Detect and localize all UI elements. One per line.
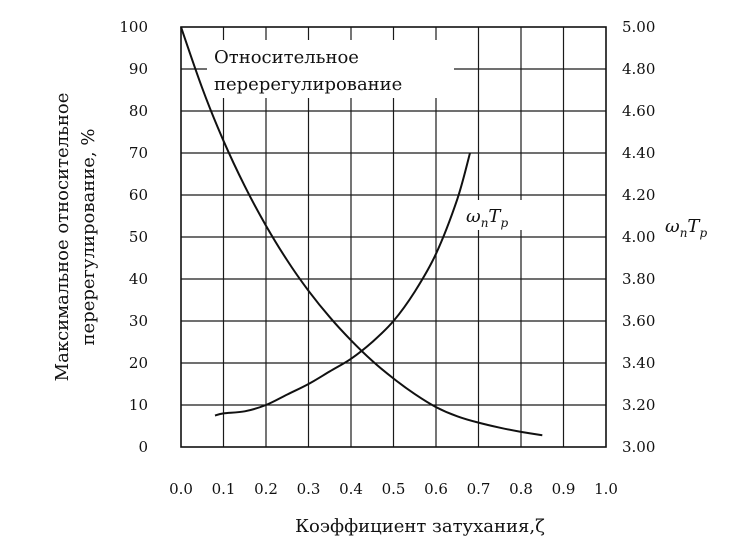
x-tick-label: 0.4	[339, 480, 363, 498]
plot-frame	[180, 26, 607, 448]
y-right-tick-label: 4.00	[622, 228, 655, 246]
series-label-omega-sub-n: n	[481, 216, 489, 230]
x-tick-label: 0.1	[212, 480, 236, 498]
x-tick-label: 0.3	[297, 480, 321, 498]
y-left-tick-label: 20	[129, 354, 148, 372]
y-right-tick-label: 5.00	[622, 18, 655, 36]
x-tick-label: 0.6	[424, 480, 448, 498]
y-left-tick-label: 50	[129, 228, 148, 246]
y-left-tick-label: 90	[129, 60, 148, 78]
y-right-tick-label: 3.40	[622, 354, 655, 372]
y-right-tick-label: 4.80	[622, 60, 655, 78]
y-left-tick-label: 10	[129, 396, 148, 414]
y-right-title-sub-n: n	[680, 226, 688, 240]
series-label-omega-background	[462, 200, 530, 230]
y-left-tick-label: 80	[129, 102, 148, 120]
overshoot-curve	[180, 26, 543, 437]
omega-tp-curve	[214, 152, 471, 417]
y-right-tick-label: 3.00	[622, 438, 655, 456]
x-tick-label: 0.8	[509, 480, 533, 498]
y-right-tick-label: 3.20	[622, 396, 655, 414]
series-label-omega: ωnTp	[466, 206, 508, 230]
x-tick-label: 0.5	[382, 480, 406, 498]
y-right-title-T: T	[687, 216, 701, 237]
y-right-tick-label: 4.20	[622, 186, 655, 204]
series-label-omega-T: T	[488, 206, 502, 227]
series-label-overshoot-line1: Относительное	[214, 47, 359, 68]
curve-layer	[180, 26, 543, 437]
series-label-omega-sub-p: p	[500, 216, 508, 230]
y-right-tick-label: 4.40	[622, 144, 655, 162]
y-left-tick-label: 100	[119, 18, 148, 36]
x-tick-label: 0.7	[467, 480, 491, 498]
y-left-tick-label: 40	[129, 270, 148, 288]
y-left-tick-label: 0	[138, 438, 148, 456]
series-label-overshoot-line2: перерегулирование	[214, 74, 402, 95]
y-right-tick-label: 3.60	[622, 312, 655, 330]
tick-layer: 0.0 0.1 0.2 0.3 0.4 0.5 0.6 0.7 0.8 0.9 1.0 0 10 20 30…	[119, 18, 655, 498]
x-tick-label: 0.2	[254, 480, 278, 498]
series-label-background	[207, 40, 454, 98]
y-right-tick-label: 3.80	[622, 270, 655, 288]
x-axis-title: Коэффициент затухания,ζ	[295, 516, 545, 537]
x-tick-label: 1.0	[594, 480, 618, 498]
x-tick-label: 0.0	[169, 480, 193, 498]
series-label-omega-base: ω	[466, 206, 481, 227]
y-left-axis-title-line1: Максимальное относительное	[52, 93, 73, 382]
y-right-tick-label: 4.60	[622, 102, 655, 120]
x-tick-label: 0.9	[552, 480, 576, 498]
y-left-tick-label: 60	[129, 186, 148, 204]
y-right-title-omega: ω	[665, 216, 680, 237]
y-left-tick-label: 70	[129, 144, 148, 162]
y-right-title-sub-p: p	[699, 226, 707, 240]
y-left-tick-label: 30	[129, 312, 148, 330]
y-right-axis-title: ωnTp	[665, 216, 707, 240]
y-left-axis-title-line2: перерегулирование, %	[78, 129, 99, 346]
